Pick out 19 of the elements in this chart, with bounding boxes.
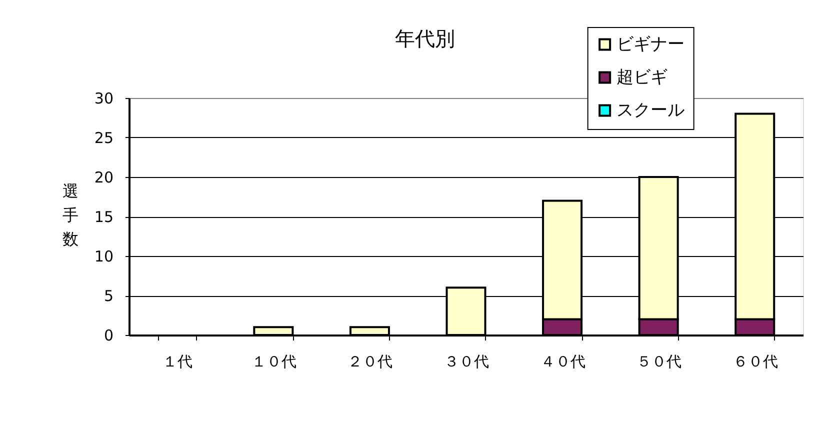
legend-label: スクール bbox=[616, 100, 684, 120]
y-tick-label: 15 bbox=[94, 208, 114, 226]
x-tick-label: ３０代 bbox=[444, 352, 489, 370]
chart-title: 年代別 bbox=[395, 26, 455, 50]
x-tick-label: １代 bbox=[162, 352, 193, 370]
x-tick-label: １０代 bbox=[251, 352, 296, 370]
legend-label: 超ビギ bbox=[616, 68, 668, 88]
y-tick-label: 30 bbox=[94, 90, 114, 108]
y-tick-label: 20 bbox=[94, 168, 114, 186]
y-tick-label: 25 bbox=[94, 129, 114, 147]
x-tick-label: ２０代 bbox=[348, 352, 393, 370]
y-tick-label: 10 bbox=[94, 248, 114, 266]
x-tick-label: ４０代 bbox=[540, 352, 586, 370]
y-tick-label: 0 bbox=[104, 326, 114, 344]
y-tick-label: 5 bbox=[104, 287, 114, 305]
y-axis-title: 選手数 bbox=[62, 182, 78, 248]
x-tick-label: ６０代 bbox=[732, 352, 778, 370]
legend-label: ビギナー bbox=[616, 34, 684, 54]
x-tick-label: ５０代 bbox=[636, 352, 682, 370]
